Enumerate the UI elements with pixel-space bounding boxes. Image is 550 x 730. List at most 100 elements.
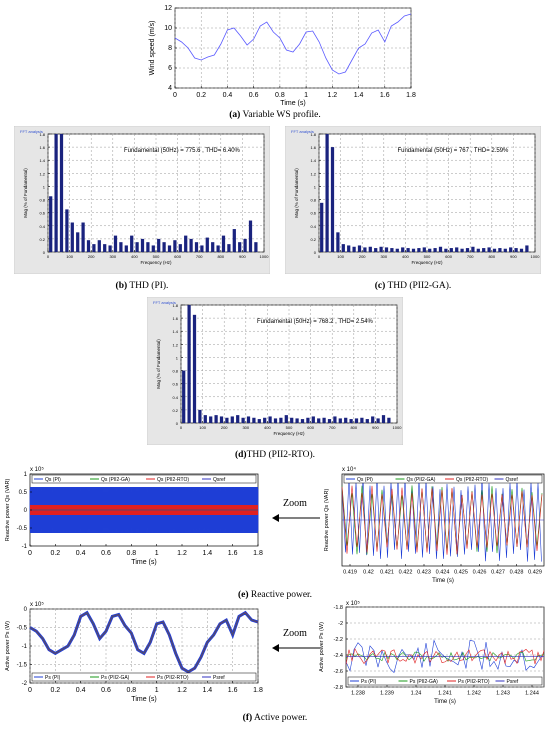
y-tick-label: 0.2 bbox=[172, 408, 178, 413]
x-tick-label: 0.427 bbox=[491, 570, 505, 576]
y-tick-label: -2.2 bbox=[334, 637, 343, 643]
reactive-power-zoom-chart: Qs (PI) Qs (PII2-GA) Qs (PII2-RTO) Qsref 0.4… bbox=[324, 466, 545, 584]
caption-c-letter: (c) bbox=[374, 281, 386, 291]
x-tick-label: 1.242 bbox=[467, 691, 481, 697]
fft-bar bbox=[178, 244, 182, 252]
fft-bar bbox=[65, 209, 69, 252]
fft-bar bbox=[81, 222, 85, 252]
x-tick-label: 1.6 bbox=[380, 92, 390, 99]
fft-bar bbox=[182, 370, 186, 423]
caption-c: (c) THD (PII2-GA). bbox=[285, 281, 541, 291]
caption-c-text: THD (PII2-GA). bbox=[385, 281, 452, 291]
chart-title: FFT analysis bbox=[153, 300, 176, 305]
fft-bar bbox=[411, 248, 416, 252]
y-tick-label: -2.8 bbox=[334, 685, 343, 691]
fft-bar bbox=[357, 245, 362, 252]
x-tick-label: 0.4 bbox=[76, 550, 86, 557]
y-tick-label: -1 bbox=[22, 644, 28, 650]
fft-bar bbox=[198, 409, 202, 423]
fft-bar bbox=[381, 415, 386, 423]
x-tick-label: 0.8 bbox=[126, 687, 136, 694]
caption-f-letter: (f) bbox=[242, 713, 253, 723]
y-tick-label: 1.4 bbox=[39, 158, 45, 163]
fft-bar bbox=[320, 202, 324, 252]
x-tick-label: 200 bbox=[359, 254, 366, 259]
reactive-power-chart: Qs (PI) Qs (PII2-GA) Qs (PII2-RTO) Qsref 0 0.… bbox=[5, 466, 263, 566]
fft-bar bbox=[336, 232, 340, 252]
x-tick-label: 0.6 bbox=[101, 550, 111, 557]
legend-label: Qs (PII2-GA) bbox=[407, 477, 436, 483]
fft-bar bbox=[194, 242, 199, 252]
wind-speed-chart: 0 0.2 0.4 0.6 0.8 1 1.2 1.4 1.6 1.8 4 6 8 10 12 Time (s… bbox=[149, 5, 416, 107]
y-tick-label: 0 bbox=[24, 607, 28, 613]
x-tick-label: 600 bbox=[445, 254, 452, 259]
y-tick-label: 4 bbox=[168, 85, 172, 92]
y-tick-label: -1.5 bbox=[17, 663, 28, 669]
fft-bar bbox=[387, 417, 391, 423]
legend-label: Ps (PII2-GA) bbox=[101, 675, 130, 681]
legend-label: Qs (PI) bbox=[357, 477, 373, 483]
zoom-label-f: Zoom bbox=[283, 628, 307, 639]
fft-bar bbox=[395, 248, 399, 252]
x-tick-label: 600 bbox=[307, 425, 314, 430]
x-tick-label: 100 bbox=[337, 254, 344, 259]
fft-bar bbox=[352, 246, 356, 252]
fft-annotation: Fundamental (50Hz) = 768.2 , THD= 2.54% bbox=[257, 319, 374, 325]
legend-label: Ps (PII2-RTO) bbox=[458, 679, 490, 685]
fft-bar bbox=[140, 238, 145, 252]
y-tick-label: -1 bbox=[22, 544, 28, 550]
y-tick-label: 1 bbox=[314, 184, 317, 189]
fft-bar bbox=[322, 417, 326, 423]
fft-bar bbox=[465, 248, 470, 252]
caption-d-letter: (d) bbox=[234, 450, 247, 460]
fft-bar bbox=[390, 248, 394, 252]
y-tick-label: 10 bbox=[164, 25, 172, 32]
x-tick-label: 0.6 bbox=[101, 687, 111, 694]
fft-bar bbox=[146, 242, 150, 252]
zoom-label-e: Zoom bbox=[283, 498, 307, 509]
y-tick-label: 0.4 bbox=[39, 224, 45, 229]
fft-bar bbox=[173, 240, 177, 252]
x-tick-label: 1.8 bbox=[253, 687, 263, 694]
x-tick-label: 800 bbox=[350, 425, 357, 430]
x-axis-label: Time (s) bbox=[432, 578, 454, 584]
x-tick-label: 800 bbox=[488, 254, 495, 259]
fft-bar bbox=[363, 247, 367, 252]
fft-bar bbox=[254, 242, 258, 252]
fft-bar bbox=[306, 417, 310, 423]
x-tick-label: 900 bbox=[239, 254, 246, 259]
fft-bar bbox=[514, 248, 518, 252]
fft-bar bbox=[97, 240, 101, 252]
x-tick-label: 1000 bbox=[260, 254, 270, 259]
fft-bar bbox=[243, 238, 247, 252]
legend-box bbox=[31, 672, 257, 682]
fft-bar bbox=[327, 419, 332, 423]
x-tick-label: 0.4 bbox=[223, 92, 233, 99]
y-tick-label: 1.6 bbox=[310, 145, 316, 150]
fft-bar bbox=[444, 248, 448, 252]
caption-a: (a) Variable WS profile. bbox=[0, 110, 550, 120]
x-tick-label: 0.2 bbox=[50, 550, 60, 557]
y-axis-label: Reactive power Qs (VAR) bbox=[5, 479, 11, 542]
chart-title: FFT analysis bbox=[20, 129, 43, 134]
y-tick-label: 0.8 bbox=[39, 198, 45, 203]
fft-bar bbox=[219, 416, 224, 423]
fft-bar bbox=[119, 242, 123, 252]
fft-bar bbox=[230, 416, 234, 423]
fft-bar bbox=[460, 248, 464, 252]
fft-bar bbox=[241, 417, 245, 423]
x-tick-label: 900 bbox=[510, 254, 517, 259]
x-tick-label: 1 bbox=[304, 92, 308, 99]
x-tick-label: 400 bbox=[264, 425, 271, 430]
fft-bar bbox=[401, 247, 405, 252]
fft-bar bbox=[187, 305, 191, 423]
y-axis-label: Mag (% of Fundamental) bbox=[156, 339, 161, 389]
axis-exponent: x 10⁵ bbox=[30, 601, 44, 608]
y-tick-label: 0.8 bbox=[172, 369, 178, 374]
x-tick-label: 100 bbox=[199, 425, 206, 430]
fft-bar bbox=[211, 242, 215, 252]
y-tick-label: 1.2 bbox=[172, 342, 178, 347]
y-tick-label: 0.4 bbox=[310, 224, 316, 229]
y-axis-label: Active power Ps (W) bbox=[319, 622, 325, 672]
fft-bar bbox=[368, 246, 372, 252]
